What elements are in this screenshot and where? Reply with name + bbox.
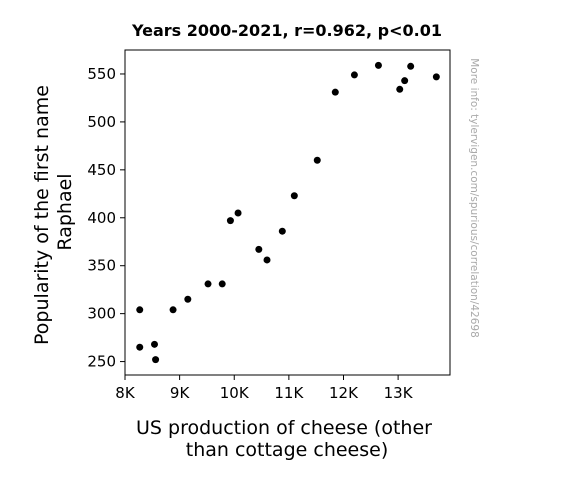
- y-axis-label-line-1: Popularity of the first name: [31, 85, 53, 345]
- x-tick-label: 8K: [115, 384, 136, 402]
- data-point: [226, 217, 234, 225]
- data-point: [278, 227, 286, 235]
- data-point: [152, 356, 160, 364]
- data-point: [234, 209, 242, 217]
- y-tick-label: 450: [87, 161, 116, 179]
- y-tick-label: 300: [87, 305, 116, 323]
- chart-title: Years 2000-2021, r=0.962, p<0.01: [131, 21, 442, 40]
- y-tick-label: 500: [87, 113, 116, 131]
- x-axis-label-line-2: than cottage cheese): [186, 439, 389, 461]
- data-point: [331, 88, 339, 96]
- x-axis-label: US production of cheese (other than cott…: [136, 417, 438, 461]
- data-point: [407, 62, 415, 70]
- y-tick-label: 350: [87, 257, 116, 275]
- data-point: [169, 306, 177, 314]
- plot-area-frame: [124, 49, 451, 376]
- data-point: [290, 192, 298, 200]
- data-point: [263, 256, 271, 264]
- data-points: [136, 61, 440, 364]
- x-tick-label: 13K: [384, 384, 414, 402]
- x-tick-label: 11K: [274, 384, 304, 402]
- data-point: [350, 71, 358, 79]
- y-axis-label: Popularity of the first name Raphael: [31, 79, 76, 345]
- x-tick-label: 12K: [329, 384, 359, 402]
- y-tick-label: 250: [87, 353, 116, 371]
- x-tick-label: 10K: [220, 384, 250, 402]
- data-point: [255, 245, 263, 253]
- data-point: [150, 340, 158, 348]
- data-point: [204, 280, 212, 288]
- data-point: [136, 343, 144, 351]
- y-tick-label: 400: [87, 209, 116, 227]
- x-axis-ticks: 8K 9K 10K 11K 12K 13K: [115, 375, 414, 402]
- data-point: [432, 73, 440, 81]
- x-tick-label: 9K: [170, 384, 191, 402]
- data-point: [218, 280, 226, 288]
- y-tick-label: 550: [87, 65, 116, 83]
- y-axis-label-line-2: Raphael: [54, 173, 76, 250]
- data-point: [374, 61, 382, 69]
- data-point: [396, 85, 404, 93]
- data-point: [136, 306, 144, 314]
- data-point: [313, 156, 321, 164]
- x-axis-label-line-1: US production of cheese (other: [136, 417, 432, 439]
- y-axis-ticks: 250 300 350 400 450 500 550: [87, 65, 125, 371]
- source-watermark: More info: tylervigen.com/spurious/corre…: [468, 58, 480, 338]
- data-point: [184, 295, 192, 303]
- data-point: [401, 77, 409, 85]
